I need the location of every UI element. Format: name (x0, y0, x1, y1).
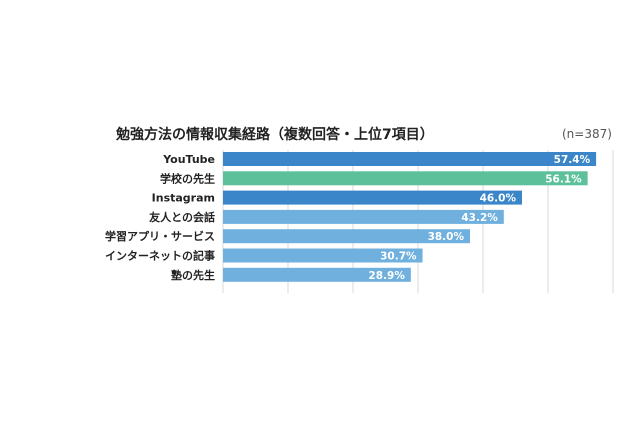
category-label: 学習アプリ・サービス (105, 229, 215, 243)
sample-size-label: (n=387) (562, 127, 612, 141)
category-label: 友人との会話 (149, 210, 215, 224)
value-label: 30.7% (380, 251, 417, 263)
category-label: YouTube (162, 153, 215, 166)
bar (223, 171, 588, 186)
category-label: 学校の先生 (160, 171, 215, 185)
bar (223, 209, 504, 224)
value-label: 43.2% (461, 212, 498, 224)
value-label: 28.9% (368, 270, 405, 282)
bar (223, 190, 522, 205)
bar (223, 152, 597, 166)
bar (223, 267, 411, 282)
value-label: 57.4% (554, 154, 591, 166)
value-label: 46.0% (480, 193, 517, 205)
category-label: インターネットの記事 (105, 249, 215, 263)
category-label: 塾の先生 (171, 268, 215, 282)
category-label: Instagram (152, 192, 215, 205)
value-label: 56.1% (545, 173, 582, 185)
chart-title: 勉強方法の情報収集経路（複数回答・上位7項目） (116, 127, 434, 143)
bar (223, 229, 470, 244)
value-label: 38.0% (428, 231, 465, 243)
bar (223, 248, 423, 263)
